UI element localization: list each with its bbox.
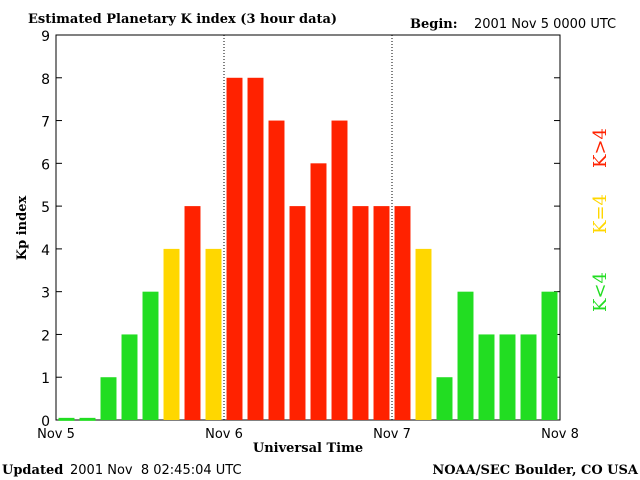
x-axis-label: Universal Time [253,441,363,456]
kp-bar [436,377,453,420]
y-tick-label: 4 [41,243,50,259]
source-credit: NOAA/SEC Boulder, CO USA [432,463,639,478]
updated-label: Updated [2,463,63,478]
updated-value: 2001 Nov 8 02:45:04 UTC [70,463,242,478]
x-axis: Nov 5 Nov 6 Nov 7 Nov 8 [37,427,579,442]
y-tick-label: 6 [41,157,50,173]
y-tick-label: 3 [41,286,50,302]
legend-k-less-4: K<4 [590,272,611,312]
kp-bar [478,334,495,420]
kp-bar [331,120,348,420]
kp-bar [247,77,264,420]
y-tick-label: 1 [41,371,50,387]
legend-k-greater-4: K>4 [590,128,611,168]
begin-value: 2001 Nov 5 0000 UTC [474,17,616,32]
kp-bar [58,417,75,421]
chart-title: Estimated Planetary K index (3 hour data… [28,12,337,27]
kp-bar [268,120,285,420]
kp-bar [499,334,516,420]
kp-bar [184,206,201,420]
kp-bar [373,206,390,420]
plot-frame [55,34,561,421]
kp-bar [79,417,96,421]
kp-bar [142,291,159,420]
kp-bar [205,248,222,420]
day-separators [223,35,393,420]
kp-bar [226,77,243,420]
kp-bar [394,206,411,420]
x-tick-label: Nov 5 [37,427,75,442]
y-tick-label: 0 [41,414,50,430]
kp-bar [352,206,369,420]
kp-bar [415,248,432,420]
kp-bar [163,248,180,420]
y-tick-label: 7 [41,115,50,131]
kp-bar [289,206,306,420]
kp-bar [520,334,537,420]
x-tick-label: Nov 6 [205,427,243,442]
kp-bar [100,377,117,420]
y-tick-label: 2 [41,328,50,344]
kp-bar [310,163,327,420]
kp-bar [121,334,138,420]
x-tick-label: Nov 8 [541,427,579,442]
kp-bar [541,291,558,420]
y-axis-label: Kp index [15,196,30,261]
y-tick-label: 8 [41,72,50,88]
bars-group [58,77,558,421]
kp-bar [457,291,474,420]
x-tick-label: Nov 7 [373,427,411,442]
begin-label: Begin: [410,17,458,32]
legend-k-equal-4: K=4 [590,194,611,234]
y-tick-label: 5 [41,200,50,216]
y-tick-label: 9 [41,29,50,45]
